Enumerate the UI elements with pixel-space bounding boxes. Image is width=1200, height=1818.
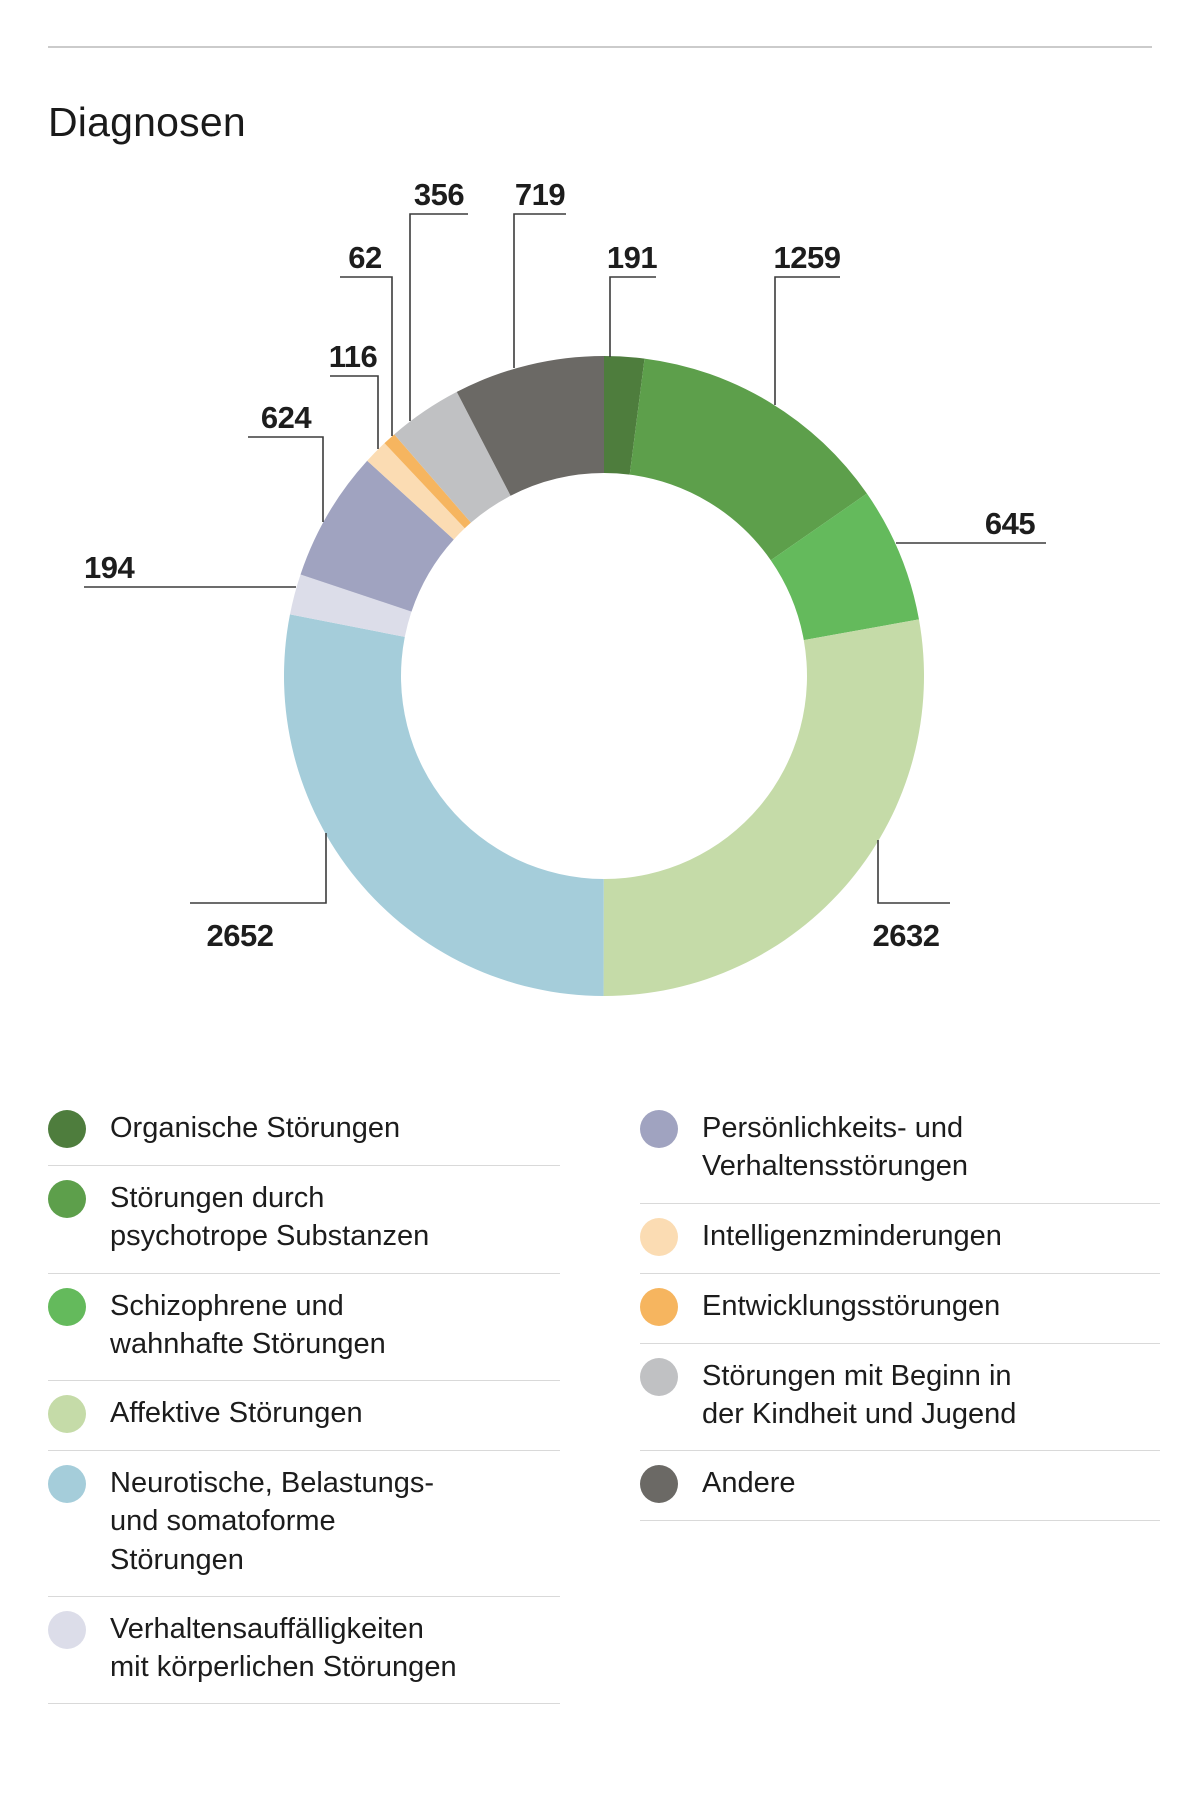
legend-color-dot	[640, 1110, 678, 1148]
legend-item: Schizophrene und wahnhafte Störungen	[48, 1274, 560, 1382]
legend-item-label: Störungen mit Beginn in der Kindheit und…	[702, 1359, 1017, 1430]
donut-segment	[300, 460, 454, 612]
donut-segment	[289, 574, 412, 637]
legend-color-dot	[48, 1395, 86, 1434]
donut-segment	[456, 356, 604, 496]
segment-value-label: 356	[414, 177, 464, 212]
legend-right-column: Persönlichkeits- und Verhaltensstörungen…	[640, 1096, 1160, 1522]
legend-item: Andere	[640, 1451, 1160, 1522]
legend-item-label: Affektive Störungen	[110, 1397, 363, 1430]
legend-item-label: Neurotische, Belastungs- und somatoforme…	[110, 1467, 434, 1576]
segment-value-label: 191	[607, 240, 657, 275]
legend-color-dot	[640, 1217, 678, 1256]
legend-item-label: Persönlichkeits- und Verhaltensstörungen	[702, 1112, 969, 1183]
legend-color-dot	[640, 1287, 678, 1326]
segment-value-label: 194	[84, 550, 135, 585]
legend-item: Affektive Störungen	[48, 1381, 560, 1452]
page-title: Diagnosen	[48, 99, 246, 146]
donut-segment	[604, 356, 645, 475]
donut-segment	[629, 358, 867, 561]
donut-chart: 191 1259 645 2632 2652 194 624 116 62 356 719	[84, 177, 1046, 996]
callout-line	[248, 436, 324, 522]
legend-item: Neurotische, Belastungs- und somatoforme…	[48, 1451, 560, 1597]
callout-line	[190, 833, 327, 904]
legend-item: Störungen mit Beginn in der Kindheit und…	[640, 1344, 1160, 1452]
legend-item-label: Andere	[702, 1467, 796, 1500]
segment-value-label: 1259	[774, 240, 841, 275]
legend-item-label: Störungen durch psychotrope Substanzen	[110, 1182, 430, 1253]
segment-value-label: 116	[329, 339, 378, 374]
legend-item: Störungen durch psychotrope Substanzen	[48, 1166, 560, 1274]
segment-value-label: 645	[985, 506, 1035, 541]
legend-item: Verhaltensauffälligkeiten mit körperlich…	[48, 1597, 560, 1705]
legend-item-label: Intelligenzminderungen	[702, 1219, 1002, 1252]
segment-value-label: 2632	[873, 918, 940, 953]
donut-segment	[384, 434, 471, 529]
legend-item: Organische Störungen	[48, 1096, 560, 1166]
callout-line	[340, 276, 393, 436]
donut-segment	[284, 614, 604, 996]
legend-color-dot	[48, 1110, 86, 1148]
legend-color-dot	[48, 1287, 86, 1326]
legend-item-label: Verhaltensauffälligkeiten mit körperlich…	[110, 1612, 457, 1684]
donut-segment	[770, 493, 919, 641]
legend-color-dot	[640, 1357, 678, 1396]
legend-item-label: Organische Störungen	[110, 1112, 401, 1144]
legend-item: Intelligenzminderungen	[640, 1204, 1160, 1274]
callout-line	[409, 213, 468, 421]
callout-line	[609, 276, 656, 357]
legend-left-column: Organische Störungen Störungen durch psyc…	[48, 1096, 560, 1705]
segment-value-label: 62	[348, 240, 381, 275]
legend-item: Persönlichkeits- und Verhaltensstörungen	[640, 1096, 1160, 1204]
callout-line	[513, 213, 566, 368]
top-divider	[48, 46, 1152, 48]
segment-value-label: 2652	[207, 918, 274, 953]
legend-item-label: Entwicklungsstörungen	[702, 1289, 1001, 1322]
donut-segment	[603, 619, 924, 996]
donut-segment	[394, 391, 511, 523]
legend-item-label: Schizophrene und wahnhafte Störungen	[110, 1289, 386, 1360]
legend-item: Entwicklungsstörungen	[640, 1274, 1160, 1344]
callout-line	[330, 375, 379, 449]
legend-color-dot	[48, 1180, 86, 1218]
callout-line	[877, 840, 950, 904]
callout-line	[774, 276, 840, 405]
legend-color-dot	[48, 1610, 86, 1649]
segment-value-label: 719	[515, 177, 565, 212]
donut-segment	[367, 443, 465, 540]
legend-color-dot	[48, 1465, 86, 1504]
segment-value-label: 624	[261, 400, 312, 435]
legend-color-dot	[640, 1465, 678, 1504]
